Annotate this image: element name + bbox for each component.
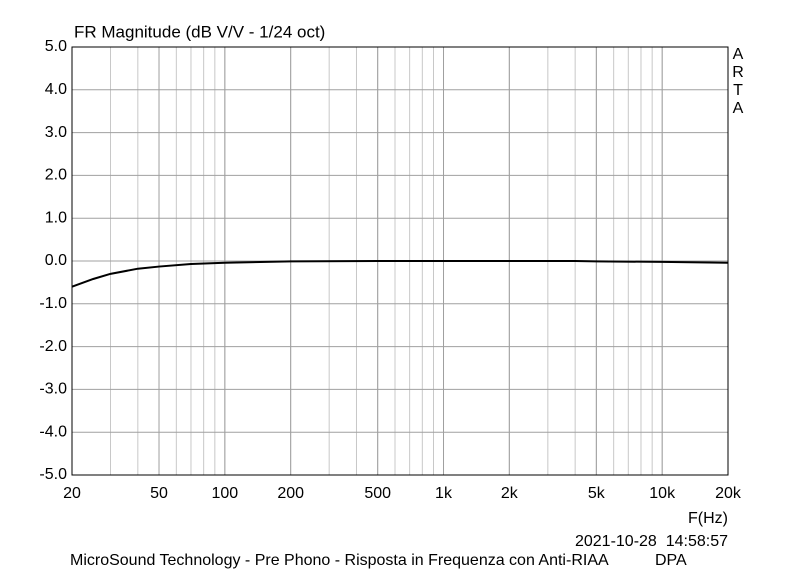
footer-right: DPA xyxy=(655,552,687,569)
x-tick-label: 1k xyxy=(435,485,453,502)
y-tick-label: -5.0 xyxy=(39,466,67,483)
x-tick-label: 20k xyxy=(715,485,742,502)
y-tick-label: 2.0 xyxy=(45,167,67,184)
y-tick-label: -3.0 xyxy=(39,381,67,398)
y-tick-label: 0.0 xyxy=(45,252,67,269)
y-tick-label: -2.0 xyxy=(39,338,67,355)
x-tick-label: 20 xyxy=(63,485,81,502)
x-tick-label: 10k xyxy=(649,485,676,502)
chart-title: FR Magnitude (dB V/V - 1/24 oct) xyxy=(74,22,325,41)
x-tick-label: 50 xyxy=(150,485,168,502)
x-tick-label: 5k xyxy=(588,485,606,502)
data-line xyxy=(71,260,729,288)
x-tick-label: 500 xyxy=(364,485,391,502)
y-tick-label: 5.0 xyxy=(45,38,67,55)
footer: MicroSound Technology - Pre Phono - Risp… xyxy=(70,552,609,569)
plot-frame xyxy=(71,46,729,476)
x-tick-label: 200 xyxy=(277,485,304,502)
x-tick-label: 2k xyxy=(501,485,519,502)
y-tick-label: -1.0 xyxy=(39,295,67,312)
y-tick-label: 4.0 xyxy=(45,81,67,98)
y-tick-label: 3.0 xyxy=(45,124,67,141)
y-tick-label: -4.0 xyxy=(39,423,67,440)
timestamp: 2021-10-28 14:58:57 xyxy=(575,533,728,550)
y-tick-label: 1.0 xyxy=(45,209,67,226)
x-axis-label: F(Hz) xyxy=(688,510,728,527)
watermark: ARTA xyxy=(732,46,744,117)
x-tick-label: 100 xyxy=(211,485,238,502)
